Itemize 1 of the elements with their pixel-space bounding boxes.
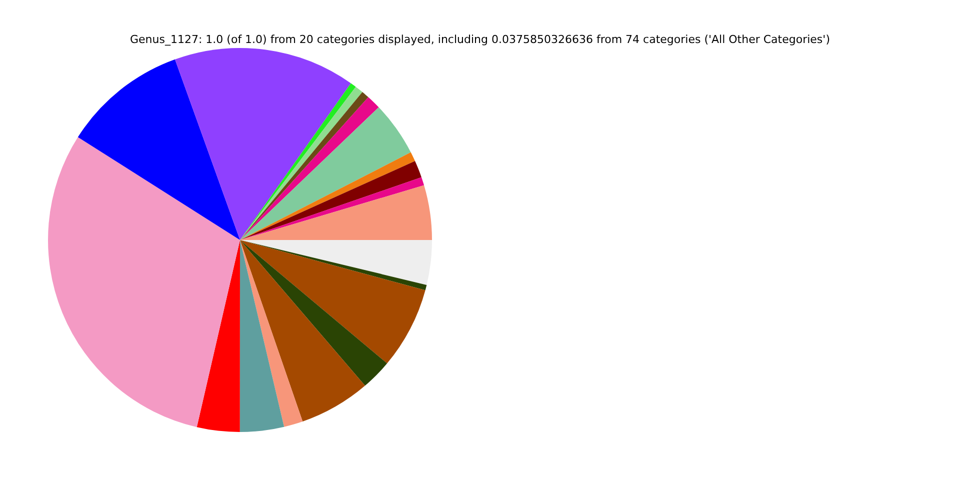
text: Genus_1127: 1.0 (of 1.0) from 20 categories displayed, including 0.0375850326636 from 74 categories ('All Other Categories') (130, 32, 830, 46)
